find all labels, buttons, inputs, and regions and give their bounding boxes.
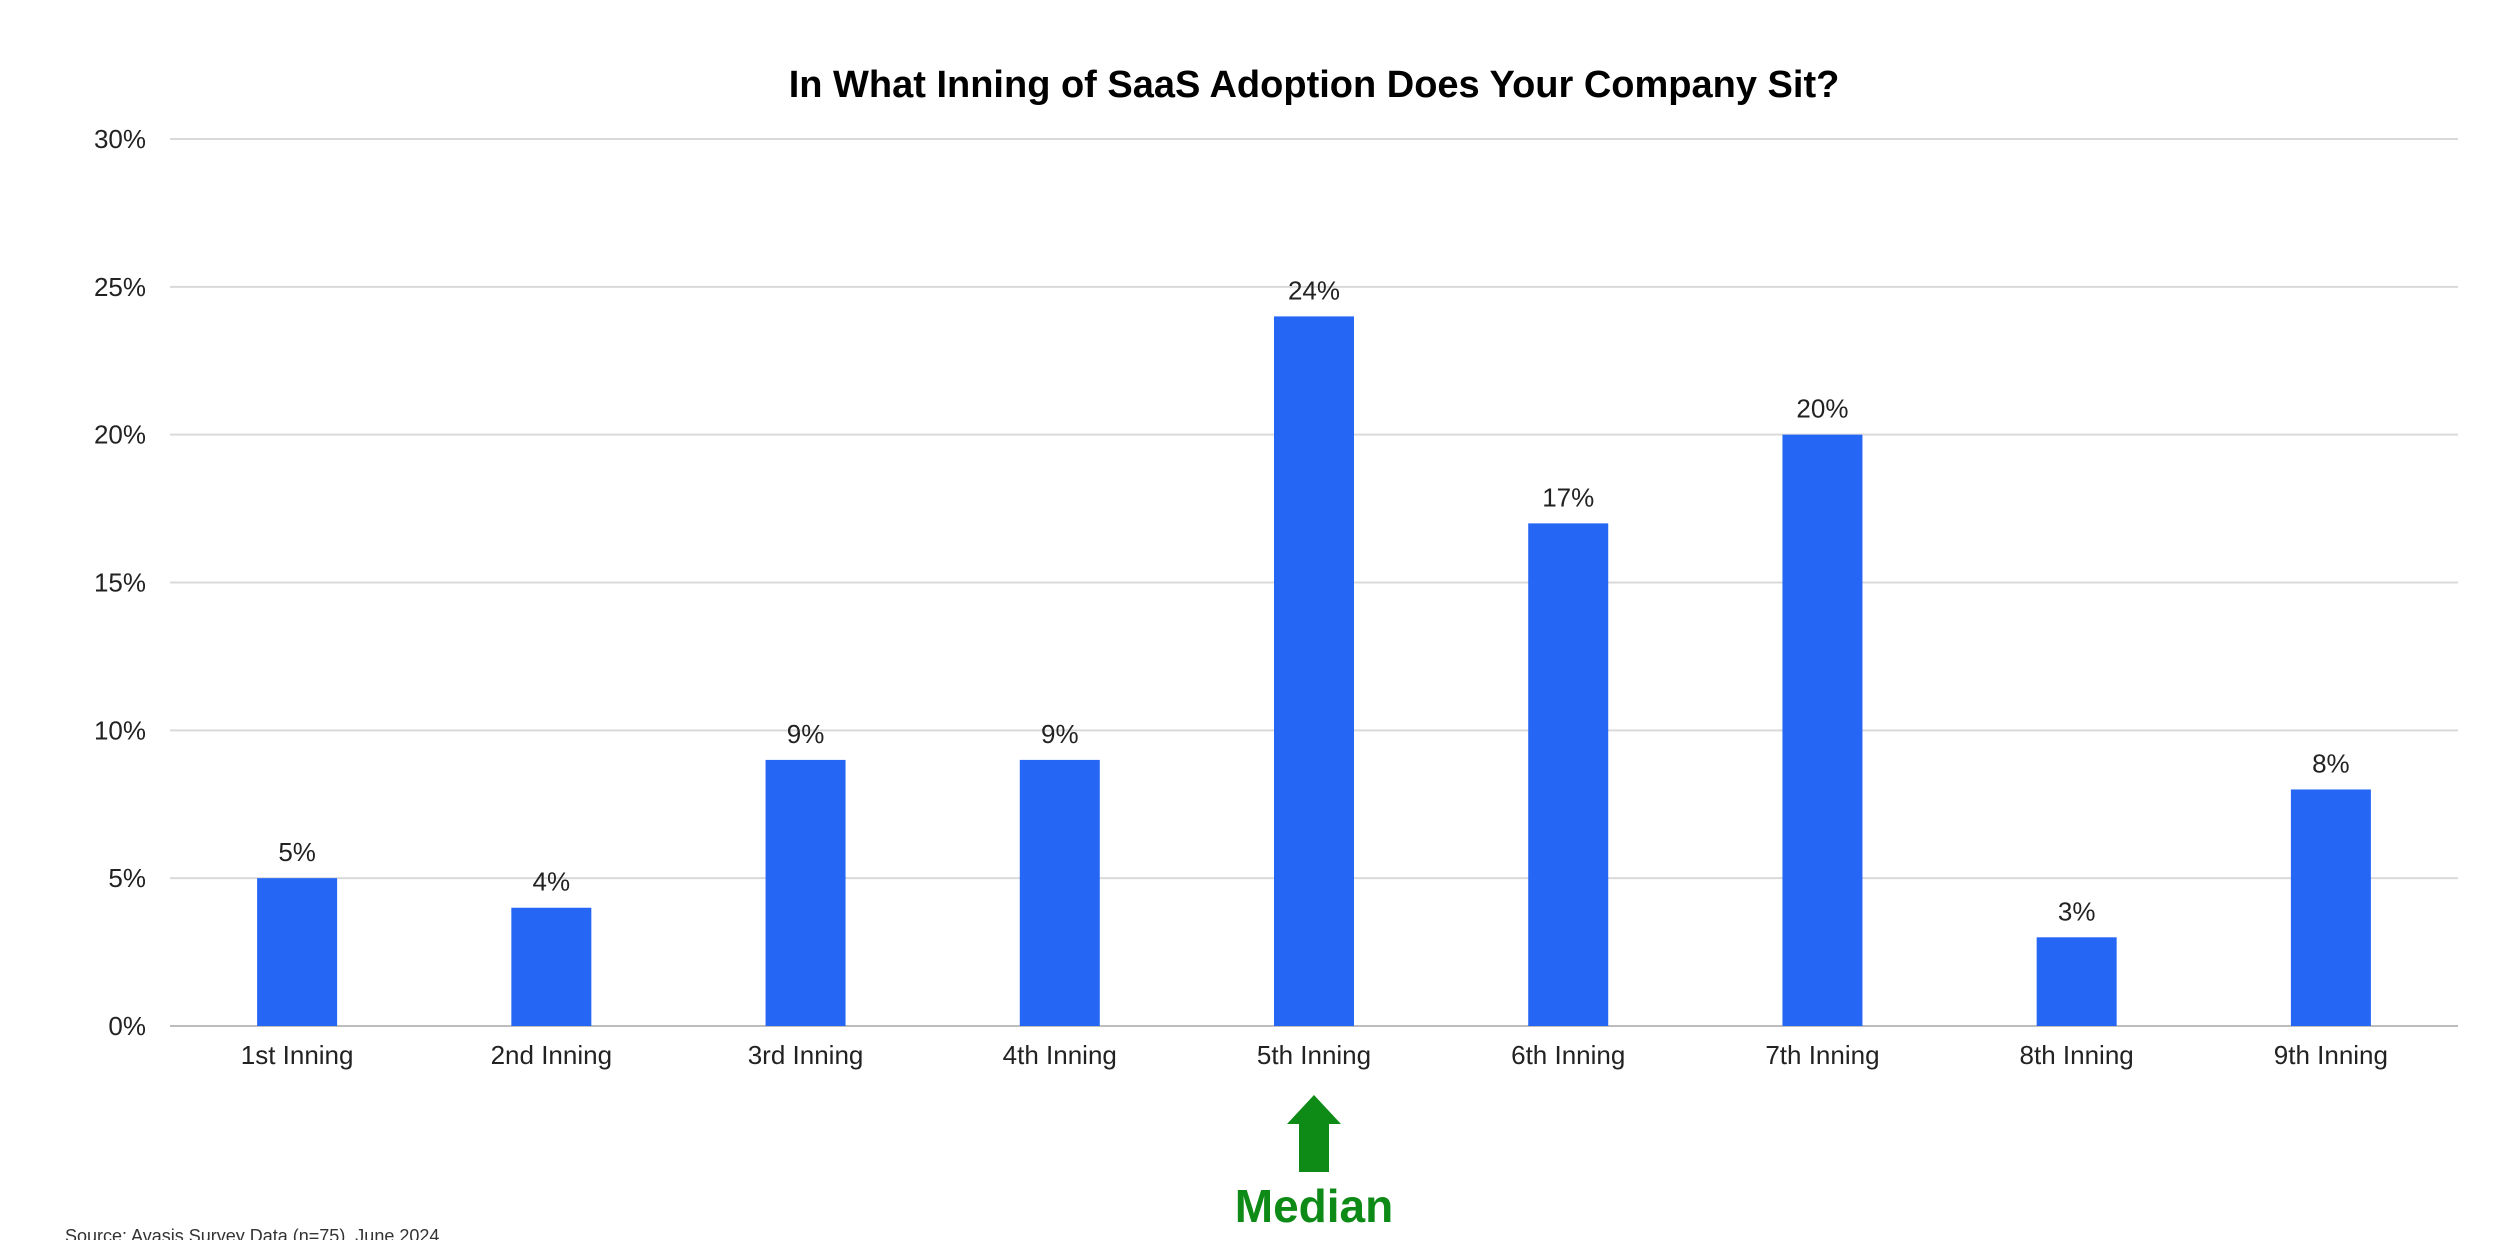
- category-label: 8th Inning: [2020, 1040, 2134, 1070]
- bar: [257, 878, 338, 1026]
- y-tick-label: 0%: [108, 1011, 146, 1041]
- category-label: 1st Inning: [241, 1040, 354, 1070]
- data-label: 5%: [278, 837, 316, 867]
- x-axis-category-labels: 1st Inning 2nd Inning 3rd Inning 4th Inning…: [241, 1040, 2388, 1070]
- y-tick-label: 25%: [94, 272, 146, 302]
- category-label: 3rd Inning: [748, 1040, 864, 1070]
- bar: [765, 759, 846, 1026]
- source-note: Source: Avasis Survey Data (n=75), June …: [65, 1226, 439, 1240]
- category-label: 5th Inning: [1257, 1040, 1371, 1070]
- y-axis-tick-labels: 0% 5% 10% 15% 20% 25% 30%: [94, 124, 146, 1041]
- bar: [1274, 316, 1354, 1026]
- bar: [1528, 523, 1609, 1026]
- y-tick-label: 5%: [108, 863, 146, 893]
- data-label: 3%: [2058, 896, 2096, 926]
- bars: [257, 316, 2371, 1027]
- data-labels: 5% 4% 9% 9% 24% 17% 20% 3% 8%: [278, 275, 2349, 926]
- y-tick-label: 10%: [94, 715, 146, 745]
- bar: [1782, 434, 1863, 1027]
- bar: [2290, 789, 2371, 1026]
- y-tick-label: 15%: [94, 568, 146, 598]
- chart-title: In What Inning of SaaS Adoption Does You…: [789, 64, 1840, 106]
- median-label: Median: [1235, 1180, 1393, 1232]
- data-label: 8%: [2312, 748, 2350, 778]
- arrow-up-icon: [1287, 1095, 1341, 1172]
- data-label: 9%: [787, 719, 825, 749]
- y-tick-label: 20%: [94, 420, 146, 450]
- category-label: 7th Inning: [1765, 1040, 1879, 1070]
- y-tick-label: 30%: [94, 124, 146, 154]
- bar: [2036, 937, 2117, 1026]
- data-label: 9%: [1041, 719, 1079, 749]
- data-label: 4%: [533, 867, 571, 897]
- category-label: 6th Inning: [1511, 1040, 1625, 1070]
- median-annotation: Median: [1235, 1095, 1393, 1232]
- category-label: 4th Inning: [1003, 1040, 1117, 1070]
- data-label: 17%: [1542, 482, 1594, 512]
- bar: [511, 907, 592, 1026]
- bar: [1019, 759, 1100, 1026]
- data-label: 24%: [1288, 275, 1340, 305]
- data-label: 20%: [1796, 394, 1848, 424]
- category-label: 9th Inning: [2274, 1040, 2388, 1070]
- category-label: 2nd Inning: [491, 1040, 612, 1070]
